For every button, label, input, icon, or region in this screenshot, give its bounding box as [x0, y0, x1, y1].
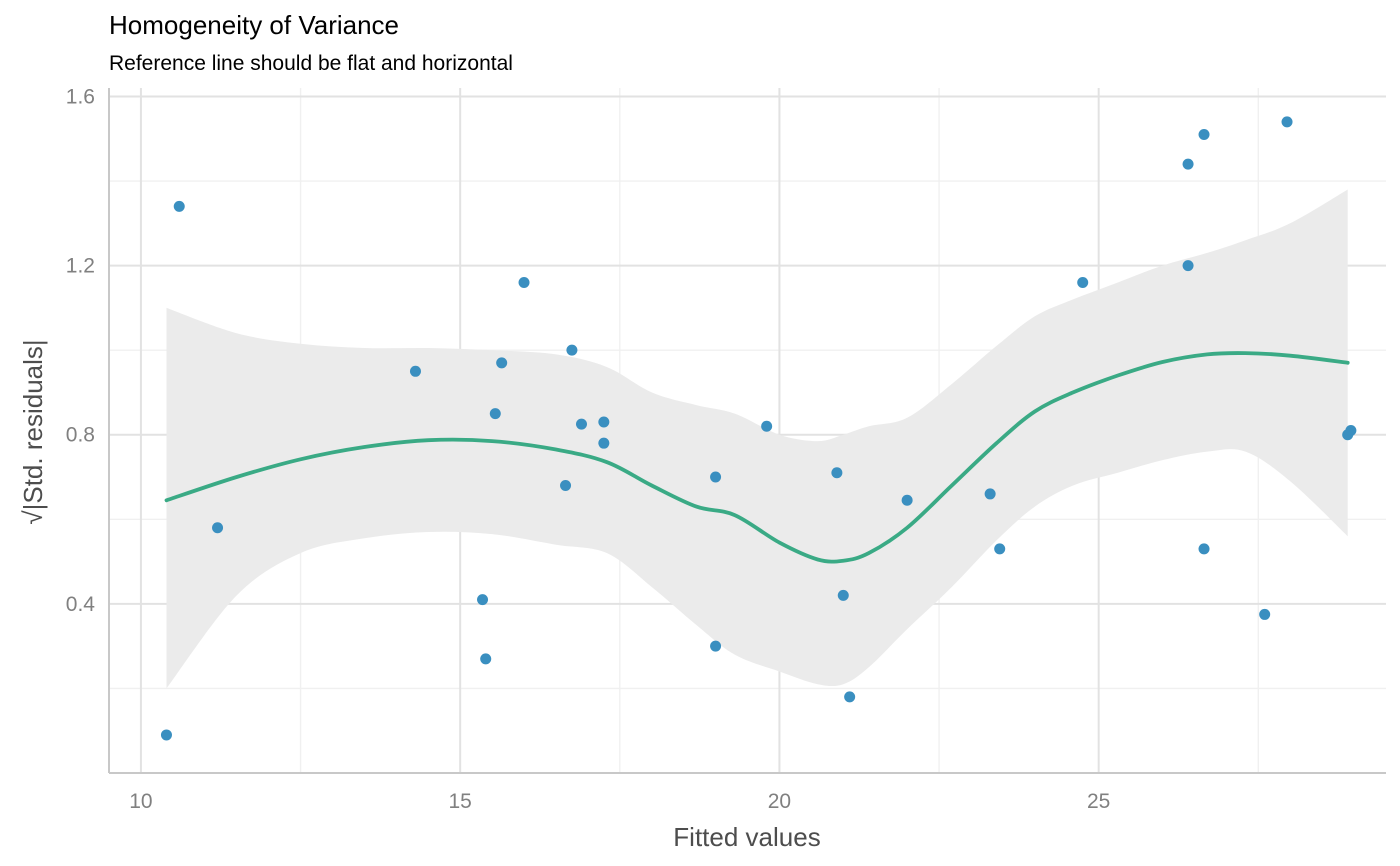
data-point-1	[173, 200, 185, 212]
data-point-4	[477, 594, 489, 606]
data-point-6	[489, 408, 501, 420]
x-axis-title: Fitted values	[673, 822, 820, 852]
data-point-27	[1198, 543, 1210, 555]
data-point-10	[566, 344, 578, 356]
y-tick-label-2: 1.2	[66, 255, 95, 278]
x-tick-label-1: 15	[448, 790, 471, 813]
data-point-20	[901, 494, 913, 506]
data-point-21	[984, 488, 996, 500]
points-layer	[160, 116, 1357, 741]
x-tick-label-0: 10	[129, 790, 152, 813]
data-point-7	[496, 357, 508, 369]
data-point-17	[831, 467, 843, 479]
chart-subtitle: Reference line should be flat and horizo…	[109, 52, 513, 75]
data-point-8	[518, 277, 530, 289]
data-point-12	[598, 416, 610, 428]
data-point-11	[575, 418, 587, 430]
y-tick-label-3: 1.6	[66, 85, 95, 108]
data-point-15	[710, 640, 722, 652]
data-point-16	[761, 420, 773, 432]
data-point-31	[1345, 425, 1357, 436]
y-axis-title: √|Std. residuals|	[18, 339, 48, 524]
smooth-line-layer	[164, 351, 1350, 564]
data-point-14	[710, 471, 722, 483]
axes-layer	[108, 88, 1386, 774]
confidence-band	[166, 189, 1348, 689]
data-point-28	[1259, 608, 1271, 620]
x-tick-label-3: 25	[1087, 790, 1110, 813]
data-point-22	[994, 543, 1006, 555]
data-point-18	[837, 589, 849, 601]
y-axis-ticks: 0.4 0.8 1.2 1.6	[66, 85, 96, 615]
data-point-0	[160, 729, 172, 741]
data-point-3	[409, 365, 421, 377]
data-point-5	[480, 653, 492, 665]
data-point-24	[1182, 260, 1194, 272]
data-point-25	[1182, 158, 1194, 170]
chart-title: Homogeneity of Variance	[109, 10, 399, 40]
data-point-2	[212, 522, 224, 534]
data-point-23	[1077, 277, 1089, 289]
data-point-26	[1198, 129, 1210, 141]
y-tick-label-0: 0.4	[66, 593, 96, 616]
x-axis-ticks: 10 15 20 25	[129, 790, 1110, 813]
smooth-line	[164, 351, 1350, 564]
data-point-9	[560, 479, 572, 491]
data-point-19	[844, 691, 856, 703]
y-tick-label-1: 0.8	[66, 424, 95, 447]
x-tick-label-2: 20	[768, 790, 791, 813]
data-point-29	[1281, 116, 1293, 128]
data-point-13	[598, 437, 610, 449]
confidence-band-layer	[166, 189, 1348, 689]
